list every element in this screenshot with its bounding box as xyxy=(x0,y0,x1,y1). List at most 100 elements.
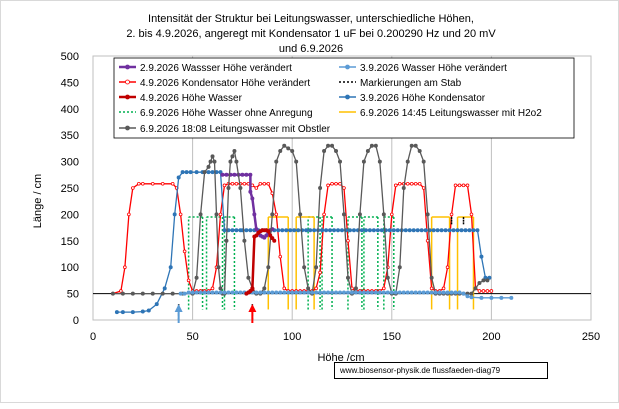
data-point xyxy=(242,238,247,243)
data-point xyxy=(318,290,323,295)
data-point xyxy=(123,265,127,270)
data-point xyxy=(401,185,406,190)
data-point xyxy=(375,228,380,233)
data-point xyxy=(341,212,346,217)
data-point xyxy=(206,170,211,175)
data-point xyxy=(467,228,472,233)
data-point xyxy=(336,228,341,233)
data-point xyxy=(314,265,319,270)
data-point xyxy=(224,172,229,177)
data-point xyxy=(314,290,319,295)
data-point xyxy=(455,228,460,233)
data-point xyxy=(369,290,374,295)
data-point xyxy=(222,228,227,233)
data-point xyxy=(214,290,219,295)
x-tick-label: 150 xyxy=(383,331,401,343)
data-point xyxy=(421,290,426,295)
data-point xyxy=(421,159,426,164)
data-point xyxy=(389,290,394,295)
data-point xyxy=(190,290,195,295)
data-point xyxy=(230,154,235,159)
data-point xyxy=(130,310,135,315)
data-point xyxy=(346,239,350,243)
data-point xyxy=(425,290,430,295)
title-line-1: Intensität der Struktur bei Leitungswass… xyxy=(148,13,474,25)
data-point xyxy=(266,290,271,295)
legend-label: 2.9.2026 Wassser Höhe verändert xyxy=(140,63,292,74)
data-point xyxy=(218,286,223,291)
data-point xyxy=(405,181,410,186)
data-point xyxy=(272,238,277,243)
data-point xyxy=(290,290,295,295)
data-point xyxy=(206,290,211,295)
data-point xyxy=(218,170,223,175)
data-point xyxy=(150,181,155,186)
legend-marker xyxy=(125,125,130,131)
data-point xyxy=(475,228,480,233)
data-point xyxy=(451,228,456,233)
x-axis: 0 50 100 150 200 250 xyxy=(90,331,600,343)
data-point xyxy=(182,249,187,254)
data-point xyxy=(349,290,354,295)
data-point xyxy=(262,290,267,295)
data-point xyxy=(457,183,462,188)
legend-marker xyxy=(345,64,350,70)
data-point xyxy=(328,228,333,233)
data-point xyxy=(465,294,470,299)
data-point xyxy=(361,159,366,164)
data-point xyxy=(326,183,330,188)
data-point xyxy=(437,290,442,295)
data-point xyxy=(469,295,474,300)
y-tick-label: 500 xyxy=(61,51,79,63)
legend-label: Markierungen am Stab xyxy=(360,78,462,89)
data-point xyxy=(131,186,135,190)
data-point xyxy=(389,212,394,217)
data-point xyxy=(162,286,167,291)
data-point xyxy=(254,290,259,295)
legend-item: 6.9.2026 14:45 Leitungswasser mit H2o2 xyxy=(339,108,542,119)
data-point xyxy=(294,290,299,295)
legend-marker xyxy=(125,94,130,100)
data-point xyxy=(461,183,466,188)
data-point xyxy=(214,212,219,217)
data-point xyxy=(334,181,338,186)
data-point xyxy=(407,228,412,233)
data-point xyxy=(238,185,243,190)
data-point xyxy=(202,170,207,175)
data-point xyxy=(431,228,436,233)
data-point xyxy=(334,149,339,154)
data-point xyxy=(178,212,183,217)
data-point xyxy=(359,228,364,233)
data-point xyxy=(140,309,145,314)
data-point xyxy=(296,228,301,233)
data-point xyxy=(377,290,382,295)
data-point xyxy=(401,290,406,295)
data-point xyxy=(485,278,490,283)
data-point xyxy=(258,181,263,186)
data-point xyxy=(210,154,215,159)
y-tick-label: 200 xyxy=(61,209,79,221)
data-point xyxy=(419,228,424,233)
data-point xyxy=(120,310,125,315)
data-point xyxy=(232,149,237,154)
data-point xyxy=(228,159,233,164)
data-point xyxy=(220,172,225,177)
data-point xyxy=(298,290,303,295)
data-point xyxy=(170,291,175,296)
data-point xyxy=(330,290,335,295)
data-point xyxy=(393,290,398,295)
y-axis-label: Länge / cm xyxy=(32,174,44,228)
data-point xyxy=(320,228,325,233)
data-point xyxy=(274,212,279,217)
data-point xyxy=(411,228,416,233)
data-point xyxy=(361,290,366,295)
data-point xyxy=(234,181,239,186)
data-point xyxy=(445,265,450,270)
data-point xyxy=(459,228,464,233)
legend-item: 6.9.2026 Höhe Wasser ohne Anregung xyxy=(119,108,313,119)
data-point xyxy=(322,149,327,154)
data-point xyxy=(206,164,211,169)
data-point xyxy=(278,149,283,154)
data-point xyxy=(234,159,239,164)
data-point xyxy=(405,159,410,164)
